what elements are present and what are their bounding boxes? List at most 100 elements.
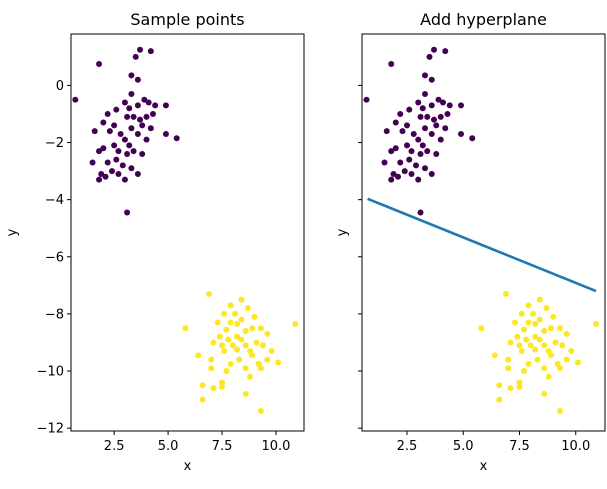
data-point-p2-s1-31 — [568, 348, 575, 355]
data-point-p2-s0-6 — [428, 76, 435, 83]
data-point-p2-s0-53 — [388, 176, 395, 183]
data-point-p2-s0-52 — [395, 173, 401, 180]
data-point-p2-s1-51 — [557, 408, 563, 415]
data-point-p1-s0-3 — [137, 46, 144, 53]
data-point-p2-s1-1 — [536, 296, 543, 303]
data-point-p1-s0-5 — [128, 72, 135, 79]
data-point-p1-s0-42 — [124, 150, 131, 157]
chart-panel-2: 2.5 5.0 7.5 10.0 x y Add hyperplane — [335, 10, 606, 474]
data-point-p1-s1-10 — [234, 320, 241, 327]
data-point-p2-s1-8 — [512, 319, 518, 326]
data-point-p2-s0-32 — [415, 136, 422, 143]
data-point-p1-s0-28 — [173, 135, 180, 142]
data-point-p2-s0-18 — [424, 113, 431, 120]
data-point-p2-s0-31 — [410, 130, 417, 137]
chart-title-2: Add hyperplane — [420, 10, 547, 29]
data-point-p1-s1-30 — [221, 348, 228, 355]
data-point-p1-s0-13 — [113, 106, 120, 113]
data-point-p2-s1-23 — [552, 339, 559, 346]
data-point-p2-s0-11 — [446, 102, 453, 109]
data-point-p1-s0-17 — [124, 113, 131, 120]
data-point-p2-s1-13 — [548, 325, 554, 332]
data-point-p1-s0-12 — [162, 102, 169, 109]
data-point-p2-s1-37 — [575, 359, 581, 366]
data-point-p1-s1-17 — [216, 333, 223, 340]
data-point-p1-s0-33 — [134, 130, 141, 137]
data-point-p1-s1-13 — [249, 325, 256, 332]
data-point-p1-s1-6 — [251, 313, 258, 320]
data-point-p2-s1-14 — [557, 325, 563, 332]
data-point-p2-s0-48 — [422, 165, 428, 172]
data-point-p2-s0-33 — [428, 130, 435, 137]
data-point-p1-s0-49 — [98, 170, 105, 177]
data-point-p1-s1-25 — [229, 342, 236, 349]
data-point-p1-s1-18 — [234, 333, 241, 340]
data-point-p2-s0-37 — [433, 150, 440, 157]
data-point-p2-s1-48 — [507, 385, 514, 392]
chart-title-1: Sample points — [130, 10, 244, 29]
data-point-p1-s0-9 — [141, 96, 148, 103]
data-point-p2-s0-23 — [404, 122, 410, 129]
data-point-p1-s1-1 — [238, 296, 245, 303]
data-point-p2-s1-32 — [491, 352, 498, 359]
data-point-p2-s1-33 — [548, 352, 554, 359]
x-tick-label-2-2: 7.5 — [509, 439, 530, 454]
data-point-p2-s1-19 — [563, 330, 570, 337]
data-point-p1-s1-51 — [257, 408, 264, 415]
data-point-p1-s0-24 — [128, 125, 135, 132]
data-point-p2-s0-35 — [404, 142, 410, 149]
data-point-p1-s1-24 — [219, 342, 226, 349]
data-point-p2-s0-34 — [437, 136, 444, 143]
y-axis-label-2: y — [335, 228, 350, 236]
data-point-p1-s0-31 — [117, 130, 124, 137]
data-point-p2-s0-28 — [469, 135, 476, 142]
data-point-p2-s0-50 — [408, 170, 415, 177]
data-point-p2-s0-27 — [458, 130, 464, 137]
data-point-p1-s0-54 — [121, 176, 128, 183]
y-tick-label-1-3: −6 — [45, 250, 64, 265]
data-point-p1-s1-21 — [225, 336, 232, 343]
data-point-p2-s1-15 — [521, 326, 527, 333]
data-point-p2-s1-16 — [541, 328, 548, 335]
data-point-p1-s0-55 — [124, 209, 131, 216]
data-point-p1-s1-31 — [268, 348, 275, 355]
y-tick-label-1-1: −2 — [45, 136, 64, 151]
data-point-p2-s1-47 — [496, 382, 503, 389]
data-point-p2-s0-7 — [422, 90, 428, 97]
y-tick-label-1-4: −8 — [45, 307, 64, 322]
data-point-p1-s0-38 — [100, 145, 107, 152]
data-point-p1-s0-44 — [89, 159, 96, 166]
data-point-p2-s0-14 — [419, 105, 426, 112]
data-point-p1-s1-37 — [275, 359, 282, 366]
data-point-p1-s0-1 — [96, 60, 103, 67]
data-point-p2-s0-29 — [383, 128, 390, 135]
data-point-p2-s0-21 — [444, 110, 451, 117]
data-point-p2-s1-38 — [525, 360, 532, 367]
data-point-p1-s0-41 — [130, 148, 137, 155]
data-point-p2-s0-15 — [428, 102, 435, 109]
data-point-p1-s0-52 — [102, 173, 109, 180]
data-point-p1-s1-2 — [227, 302, 234, 309]
data-point-p2-s0-20 — [437, 113, 444, 120]
data-point-p1-s0-16 — [104, 110, 111, 117]
data-point-p2-s1-40 — [505, 365, 512, 372]
data-point-p1-s0-47 — [108, 168, 115, 175]
data-point-p2-s1-45 — [516, 379, 523, 386]
data-point-p2-s1-4 — [518, 310, 525, 317]
data-point-p1-s0-36 — [126, 142, 133, 149]
data-point-p2-s1-5 — [530, 310, 536, 317]
x-tick-label-2-3: 10.0 — [561, 439, 590, 454]
data-point-p2-s1-46 — [516, 383, 523, 390]
data-point-p1-s0-29 — [91, 128, 98, 135]
data-point-p1-s1-50 — [199, 396, 206, 403]
data-point-p1-s1-45 — [219, 379, 226, 386]
data-point-p1-s1-5 — [231, 310, 238, 317]
data-point-p2-s1-18 — [532, 333, 539, 340]
data-point-p1-s1-4 — [221, 310, 228, 317]
data-point-p2-s0-1 — [388, 60, 395, 67]
x-tick-label-1-3: 10.0 — [261, 439, 290, 454]
data-point-p1-s1-20 — [210, 339, 217, 346]
data-point-p1-s0-32 — [121, 136, 128, 143]
data-point-p1-s1-28 — [234, 346, 241, 353]
